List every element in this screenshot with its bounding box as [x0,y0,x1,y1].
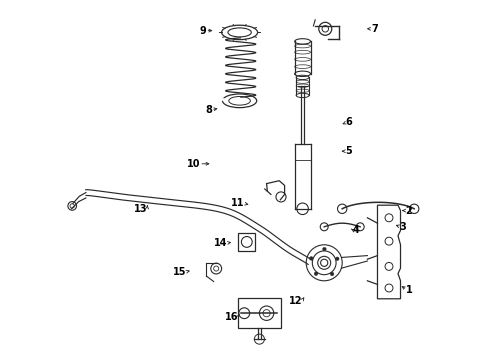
Text: 7: 7 [371,24,378,34]
Text: 14: 14 [214,238,228,248]
Bar [238,233,255,251]
Text: 11: 11 [231,198,245,208]
Circle shape [314,272,318,275]
Text: 5: 5 [345,146,352,156]
Circle shape [322,247,326,251]
Text: 3: 3 [400,222,407,232]
Text: 16: 16 [225,312,239,322]
Text: 6: 6 [346,117,352,127]
Text: 8: 8 [205,105,212,115]
Bar [238,298,281,328]
Circle shape [330,272,334,276]
Circle shape [310,257,313,260]
Text: 12: 12 [289,296,303,306]
Circle shape [336,257,339,261]
Text: 1: 1 [406,285,413,295]
Text: 2: 2 [405,206,412,216]
Text: 15: 15 [173,267,187,277]
Text: 4: 4 [353,225,360,235]
Text: 10: 10 [187,159,200,169]
Text: 13: 13 [134,204,148,214]
Text: 9: 9 [199,26,206,36]
